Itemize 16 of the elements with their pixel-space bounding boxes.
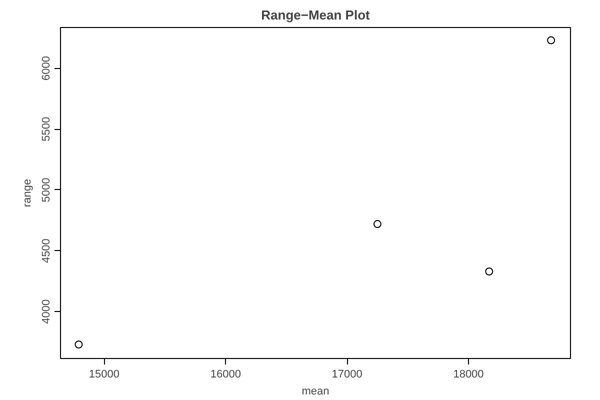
y-tick-label: 4500 (40, 238, 52, 264)
x-tick-label: 18000 (453, 368, 484, 380)
y-tick-label: 5500 (40, 116, 52, 142)
x-tick-label: 15000 (88, 368, 120, 380)
y-tick-label: 5000 (40, 178, 52, 202)
point (485, 268, 494, 276)
point (74, 340, 83, 348)
x-tick-label: 17000 (332, 368, 362, 380)
point (373, 220, 382, 228)
y-tick-label: 6000 (40, 56, 52, 80)
y-tick-label: 4000 (40, 299, 52, 324)
x-axis-title: mean (302, 386, 330, 398)
chart-title: Range−Mean Plot (261, 8, 371, 22)
y-axis-title: range (22, 178, 34, 208)
point (547, 36, 556, 44)
x-tick-label: 16000 (210, 368, 241, 380)
